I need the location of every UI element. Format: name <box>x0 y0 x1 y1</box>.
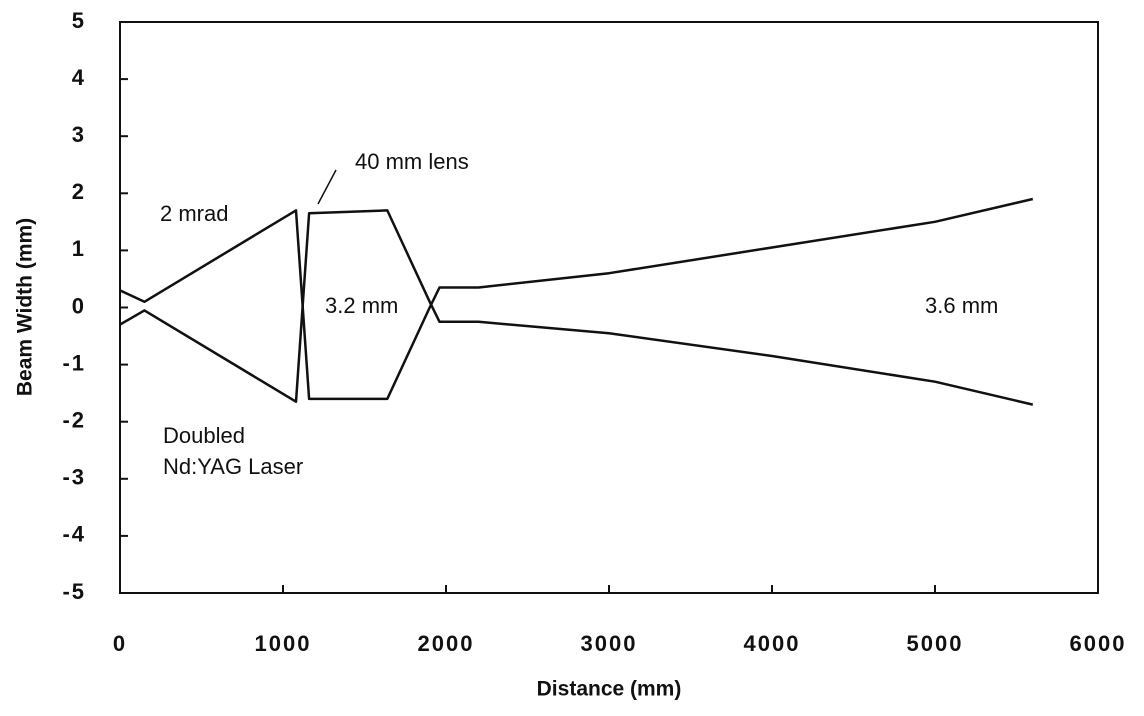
annotation: 40 mm lens <box>355 149 469 174</box>
y-tick-label: 2 <box>72 179 86 204</box>
y-tick-label: -4 <box>62 522 86 547</box>
y-tick-label: -5 <box>62 579 86 604</box>
annotation: 2 mrad <box>160 201 228 226</box>
x-tick-label: 0 <box>113 631 127 656</box>
x-tick-label: 6000 <box>1070 631 1127 656</box>
x-tick-label: 5000 <box>907 631 964 656</box>
y-tick-label: 5 <box>72 8 86 33</box>
series-line <box>119 209 1034 406</box>
y-tick-label: -1 <box>62 350 86 375</box>
leader-line <box>317 169 337 205</box>
x-tick-label: 4000 <box>744 631 801 656</box>
x-tick-label: 2000 <box>418 631 475 656</box>
y-tick-label: 1 <box>72 236 86 261</box>
annotation: Doubled <box>163 423 245 448</box>
x-tick-label: 1000 <box>255 631 312 656</box>
y-tick-label: 0 <box>72 293 86 318</box>
annotation: 3.2 mm <box>325 293 398 318</box>
y-tick-label: -3 <box>62 465 86 490</box>
y-tick-label: -2 <box>62 408 86 433</box>
y-tick-label: 3 <box>72 122 86 147</box>
annotation: 3.6 mm <box>925 293 998 318</box>
x-tick-label: 3000 <box>581 631 638 656</box>
series-line <box>119 197 1034 401</box>
y-axis-label: Beam Width (mm) <box>14 218 37 396</box>
annotation: Nd:YAG Laser <box>163 454 303 479</box>
x-axis-label: Distance (mm) <box>537 678 682 701</box>
y-tick-label: 4 <box>72 65 86 90</box>
